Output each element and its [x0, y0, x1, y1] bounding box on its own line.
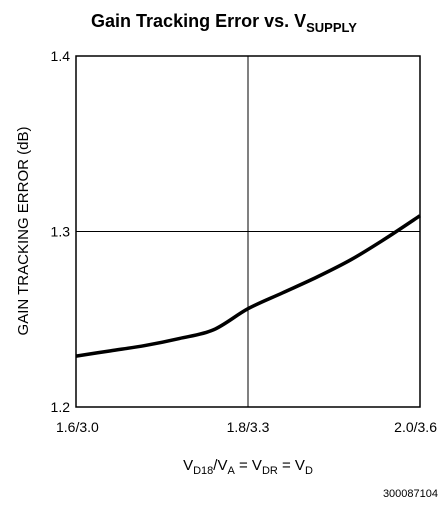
- x-axis-label-subscript: A: [227, 465, 235, 477]
- series-line: [75, 214, 421, 358]
- plot-area-frame: [75, 55, 421, 408]
- figure-code: 300087104: [383, 488, 438, 500]
- y-tick-labels: 1.2 1.3 1.4: [51, 48, 71, 415]
- x-axis-label-subscript: DR: [262, 465, 278, 477]
- x-tick-labels: 1.6/3.0 1.8/3.3 2.0/3.6: [56, 419, 437, 435]
- x-tick-label: 2.0/3.6: [394, 419, 437, 435]
- x-axis-label-text: = V: [278, 457, 305, 474]
- x-axis-label-text: /V: [213, 457, 227, 474]
- x-axis-label: VD18/VA = VDR = VD: [183, 457, 313, 477]
- x-axis-label-subscript: D: [305, 465, 313, 477]
- x-axis-label-subscript: D18: [193, 465, 213, 477]
- x-tick-label: 1.6/3.0: [56, 419, 99, 435]
- chart-title-subscript: SUPPLY: [306, 20, 357, 35]
- grid-lines: [76, 56, 420, 407]
- y-tick-label: 1.3: [51, 224, 71, 240]
- y-tick-label: 1.2: [51, 399, 71, 415]
- x-tick-label: 1.8/3.3: [227, 419, 270, 435]
- chart-title: Gain Tracking Error vs. VSUPPLY: [91, 11, 357, 35]
- x-axis-label-text: = V: [235, 457, 262, 474]
- x-axis-label-text: V: [183, 457, 193, 474]
- y-tick-label: 1.4: [51, 48, 71, 64]
- chart-title-main: Gain Tracking Error vs. V: [91, 11, 306, 31]
- y-axis-label: GAIN TRACKING ERROR (dB): [15, 127, 32, 336]
- series-layer: [75, 214, 421, 358]
